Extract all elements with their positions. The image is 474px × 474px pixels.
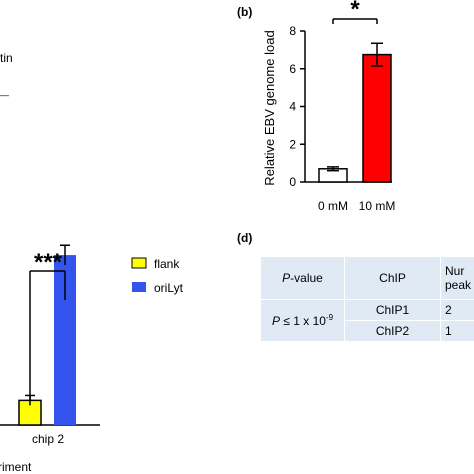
bar (54, 255, 76, 425)
table-row: ChIP2 1 (261, 320, 474, 342)
x-tick-label: 10 mM (359, 199, 396, 213)
legend-label-orilyt: oriLyt (154, 281, 184, 295)
results-table: P-value ChIP Nur peak P ≤ 1 x 10-9 ChIP1 … (260, 256, 474, 342)
category-label: chip 2 (32, 432, 64, 446)
chip-cell: ChIP1 (344, 299, 441, 321)
bar (362, 53, 392, 183)
header-chip: ChIP (344, 256, 441, 300)
header-peak: Nur peak (440, 256, 474, 300)
panel-d-tag: (d) (237, 231, 252, 245)
legend-swatch-flank (131, 257, 147, 269)
significance-star: * (350, 0, 360, 23)
y-tick-label: 2 (289, 137, 296, 151)
pvalue-cell: P ≤ 1 x 10-9 (260, 299, 345, 342)
cropped-label-dash: — (0, 90, 9, 100)
chip-cell: ChIP2 (344, 320, 441, 342)
peak-cell: 2 (440, 299, 474, 321)
y-tick-label: 0 (289, 175, 296, 189)
table-row: P ≤ 1 x 10-9 ChIP1 2 (260, 299, 474, 342)
panel-b-tag: (b) (237, 5, 252, 19)
x-tick-label: 0 mM (318, 199, 348, 213)
peak-cell: 1 (440, 320, 474, 342)
y-tick-label: 6 (289, 62, 296, 76)
significance-stars: *** (34, 249, 63, 276)
cropped-label-tin: tin (0, 51, 13, 65)
y-tick-label: 4 (289, 100, 296, 114)
legend-swatch-orilyt (132, 282, 146, 292)
panel-c-chart: *** chip 2 riment flank oriLyt (0, 244, 184, 474)
panel-b-chart: Relative EBV genome load 0 2 4 6 8 0 mM 10 mM… (262, 0, 395, 213)
legend-label-flank: flank (154, 257, 180, 271)
y-tick-label: 8 (289, 24, 296, 38)
y-axis-label: Relative EBV genome load (262, 30, 277, 185)
table-header-row: P-value ChIP Nur peak (260, 256, 474, 300)
cropped-axis-label: riment (0, 460, 32, 474)
header-pvalue: P-value (260, 256, 345, 300)
